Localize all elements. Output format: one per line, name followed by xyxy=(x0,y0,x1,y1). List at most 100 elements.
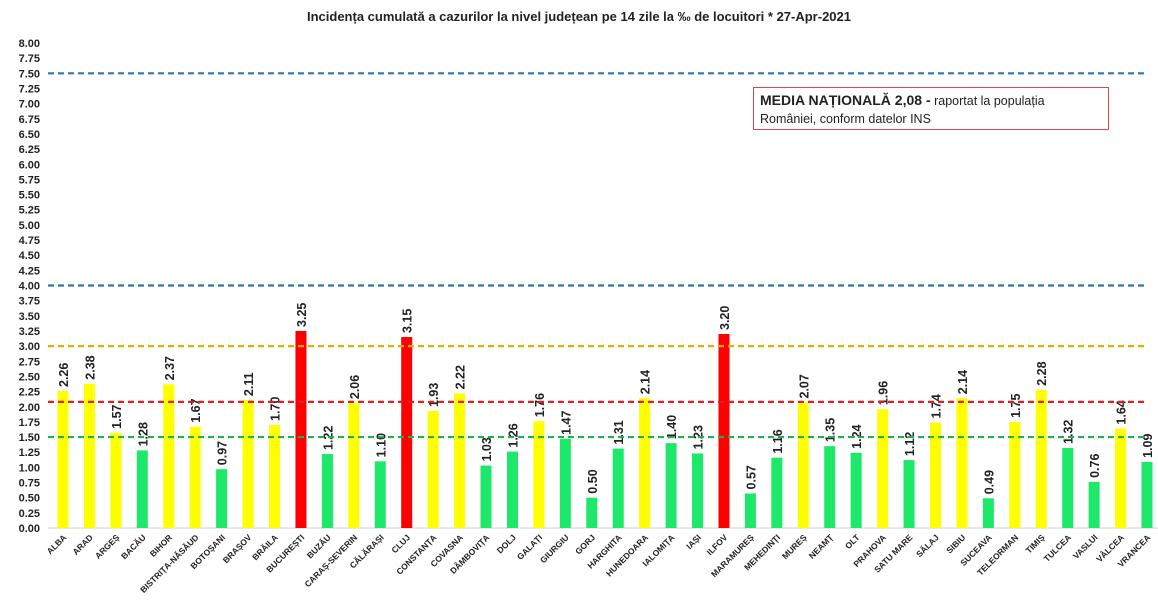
data-label: 2.26 xyxy=(57,363,71,387)
x-tick-label: NEAMȚ xyxy=(807,532,836,561)
y-tick-label: 6.00 xyxy=(19,159,40,171)
bar-tulcea xyxy=(1062,447,1074,528)
note-bold: MEDIA NAȚIONALĂ 2,08 - xyxy=(760,92,931,108)
data-label: 1.40 xyxy=(665,415,679,439)
bar-constanța xyxy=(427,410,439,528)
y-tick-label: 0.75 xyxy=(19,478,40,490)
y-tick-label: 0.00 xyxy=(19,523,40,535)
y-tick-label: 2.00 xyxy=(19,402,40,414)
bar-galați xyxy=(533,421,545,528)
x-tick-label: SĂLAJ xyxy=(914,532,941,559)
data-label: 1.24 xyxy=(850,424,864,448)
data-label: 2.11 xyxy=(242,372,256,396)
bar-giurgiu xyxy=(559,438,571,528)
data-label: 1.26 xyxy=(506,423,520,447)
data-label: 2.07 xyxy=(797,374,811,398)
data-label: 1.64 xyxy=(1115,400,1129,424)
bar-buzău xyxy=(321,454,333,528)
bar-dâmbovița xyxy=(480,465,492,528)
bar-hunedoara xyxy=(639,398,651,528)
y-tick-label: 1.25 xyxy=(19,447,40,459)
bar-vâlcea xyxy=(1115,428,1127,528)
x-tick-label: BACĂU xyxy=(119,532,148,561)
data-label: 3.20 xyxy=(718,306,732,330)
data-label: 2.06 xyxy=(348,375,362,399)
bar-dolj xyxy=(506,451,518,528)
data-label: 1.12 xyxy=(903,432,917,456)
x-tick-label: DOLJ xyxy=(495,532,518,555)
bar-iași xyxy=(692,453,704,528)
x-tick-label: BRAȘOV xyxy=(221,532,254,565)
bar-gorj xyxy=(586,497,598,528)
data-label: 1.31 xyxy=(612,420,626,444)
data-label: 0.97 xyxy=(216,441,230,465)
data-label: 2.14 xyxy=(639,370,653,394)
bar-sălaj xyxy=(929,422,941,528)
bar-brăila xyxy=(269,424,281,528)
y-tick-label: 1.75 xyxy=(19,417,40,429)
y-tick-label: 7.25 xyxy=(19,83,40,95)
data-label: 3.15 xyxy=(401,309,415,333)
x-tick-label: CLUJ xyxy=(389,532,412,555)
y-tick-label: 3.00 xyxy=(19,341,40,353)
bar-suceava xyxy=(982,498,994,528)
x-tick-label: ARGEȘ xyxy=(93,532,122,561)
bar-călărași xyxy=(374,461,386,528)
bar-bihor xyxy=(163,384,175,528)
y-tick-label: 6.50 xyxy=(19,129,40,141)
data-label: 1.76 xyxy=(533,393,547,417)
data-label: 1.93 xyxy=(427,383,441,407)
x-tick-label: ALBA xyxy=(45,532,69,556)
y-tick-label: 2.75 xyxy=(19,356,40,368)
bar-prahova xyxy=(877,409,889,528)
data-label: 1.67 xyxy=(189,398,203,422)
bar-vrancea xyxy=(1141,461,1153,528)
bar-arad xyxy=(83,383,95,528)
data-label: 1.57 xyxy=(110,404,124,428)
bar-bacău xyxy=(136,450,148,528)
data-label: 1.28 xyxy=(136,422,150,446)
y-tick-label: 4.75 xyxy=(19,235,40,247)
data-label: 2.38 xyxy=(83,355,97,379)
bar-vaslui xyxy=(1088,481,1100,528)
bar-ialomița xyxy=(665,443,677,528)
x-tick-label: TIMIȘ xyxy=(1024,532,1047,555)
data-label: 0.57 xyxy=(744,465,758,489)
national-average-note: MEDIA NAȚIONALĂ 2,08 - raportat la popul… xyxy=(753,87,1109,130)
y-tick-label: 6.75 xyxy=(19,114,40,126)
data-label: 1.16 xyxy=(771,429,785,453)
bar-satu mare xyxy=(903,460,915,528)
bar-mureș xyxy=(797,402,809,528)
y-tick-label: 5.50 xyxy=(19,190,40,202)
bar-argeș xyxy=(110,432,122,528)
data-label: 0.76 xyxy=(1088,454,1102,478)
data-label: 1.09 xyxy=(1141,434,1155,458)
y-tick-label: 0.50 xyxy=(19,493,40,505)
bar-cluj xyxy=(401,337,413,528)
data-label: 1.96 xyxy=(877,381,891,405)
bar-caraș-severin xyxy=(348,403,360,528)
y-tick-label: 7.00 xyxy=(19,99,40,111)
y-tick-label: 2.50 xyxy=(19,371,40,383)
y-tick-label: 5.00 xyxy=(19,220,40,232)
y-tick-label: 4.25 xyxy=(19,265,40,277)
data-label: 0.50 xyxy=(586,469,600,493)
x-tick-label: TULCEA xyxy=(1042,532,1073,563)
data-label: 1.35 xyxy=(824,418,838,442)
chart-title: Incidența cumulată a cazurilor la nivel … xyxy=(306,9,851,24)
x-tick-label: ARAD xyxy=(70,532,94,556)
bar-olt xyxy=(850,452,862,528)
x-tick-label: IAȘI xyxy=(684,532,703,551)
bar-brașov xyxy=(242,400,254,528)
data-label: 1.03 xyxy=(480,437,494,461)
y-tick-label: 6.25 xyxy=(19,144,40,156)
data-label: 1.75 xyxy=(1009,394,1023,418)
data-label: 1.32 xyxy=(1062,420,1076,444)
bar-bistrița-năsăud xyxy=(189,426,201,528)
bar-mehedinți xyxy=(771,457,783,528)
note-text: raportat la populația României, conform … xyxy=(760,94,1045,126)
bar-ilfov xyxy=(718,334,730,528)
x-tick-label: MUREȘ xyxy=(780,532,809,561)
x-tick-label: ILFOV xyxy=(705,532,730,557)
